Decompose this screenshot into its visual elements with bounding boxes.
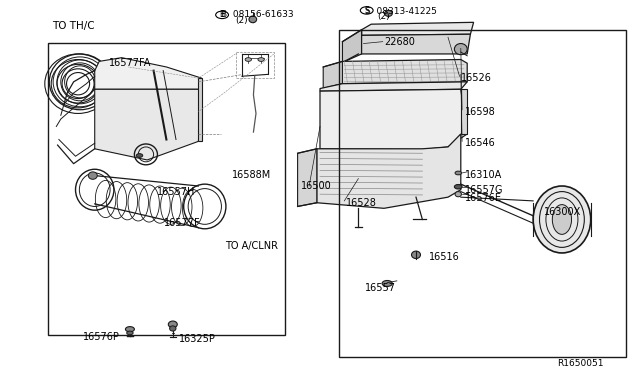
- Ellipse shape: [455, 192, 461, 197]
- Polygon shape: [358, 34, 470, 54]
- Text: 16598: 16598: [465, 107, 495, 116]
- Text: 16500: 16500: [301, 181, 332, 191]
- Text: 16526: 16526: [461, 73, 492, 83]
- Polygon shape: [323, 61, 342, 89]
- Text: (2): (2): [378, 12, 390, 21]
- Text: 16546: 16546: [465, 138, 495, 148]
- Text: 16588M: 16588M: [232, 170, 271, 180]
- Text: 16576P: 16576P: [83, 333, 120, 342]
- Polygon shape: [95, 58, 202, 89]
- Polygon shape: [95, 89, 202, 160]
- Text: 16325P: 16325P: [179, 334, 216, 343]
- Ellipse shape: [88, 172, 97, 179]
- Ellipse shape: [552, 205, 572, 234]
- Text: 16557: 16557: [365, 283, 396, 293]
- Text: 16300X: 16300X: [544, 207, 581, 217]
- Polygon shape: [349, 39, 368, 48]
- Text: B  08156-61633: B 08156-61633: [221, 10, 293, 19]
- Ellipse shape: [168, 321, 177, 328]
- Ellipse shape: [382, 280, 392, 286]
- Polygon shape: [298, 149, 317, 206]
- Polygon shape: [198, 78, 202, 141]
- Ellipse shape: [454, 185, 462, 189]
- Text: S  08313-41225: S 08313-41225: [365, 7, 436, 16]
- Polygon shape: [342, 30, 362, 62]
- Ellipse shape: [125, 327, 134, 332]
- Text: 16577FA: 16577FA: [109, 58, 151, 68]
- Ellipse shape: [454, 44, 467, 55]
- Text: S: S: [364, 6, 369, 15]
- Text: B: B: [220, 10, 225, 19]
- Ellipse shape: [533, 186, 591, 253]
- Text: R1650051: R1650051: [557, 359, 604, 368]
- Polygon shape: [461, 89, 467, 134]
- Text: 16557H: 16557H: [157, 187, 195, 196]
- Ellipse shape: [245, 58, 252, 61]
- Text: 16310A: 16310A: [465, 170, 502, 180]
- Ellipse shape: [385, 10, 392, 16]
- Text: 22680: 22680: [384, 37, 415, 46]
- Text: TO TH/C: TO TH/C: [52, 21, 95, 31]
- Bar: [48, 43, 285, 335]
- Bar: [339, 30, 626, 357]
- Text: (2): (2): [236, 16, 248, 25]
- Text: 16576E: 16576E: [465, 193, 502, 203]
- Text: 16577F: 16577F: [164, 218, 200, 228]
- Ellipse shape: [455, 171, 461, 175]
- Ellipse shape: [258, 58, 264, 61]
- Ellipse shape: [136, 154, 143, 157]
- Polygon shape: [320, 89, 467, 150]
- Text: 16516: 16516: [429, 252, 460, 262]
- Polygon shape: [342, 60, 467, 84]
- Ellipse shape: [249, 16, 257, 23]
- Ellipse shape: [127, 331, 133, 335]
- Polygon shape: [362, 22, 474, 35]
- Text: 16557G: 16557G: [465, 185, 503, 195]
- Ellipse shape: [412, 251, 420, 259]
- Ellipse shape: [170, 326, 176, 331]
- Text: TO A/CLNR: TO A/CLNR: [225, 241, 278, 251]
- Text: 16528: 16528: [346, 198, 376, 208]
- Polygon shape: [320, 82, 467, 91]
- Polygon shape: [317, 134, 461, 208]
